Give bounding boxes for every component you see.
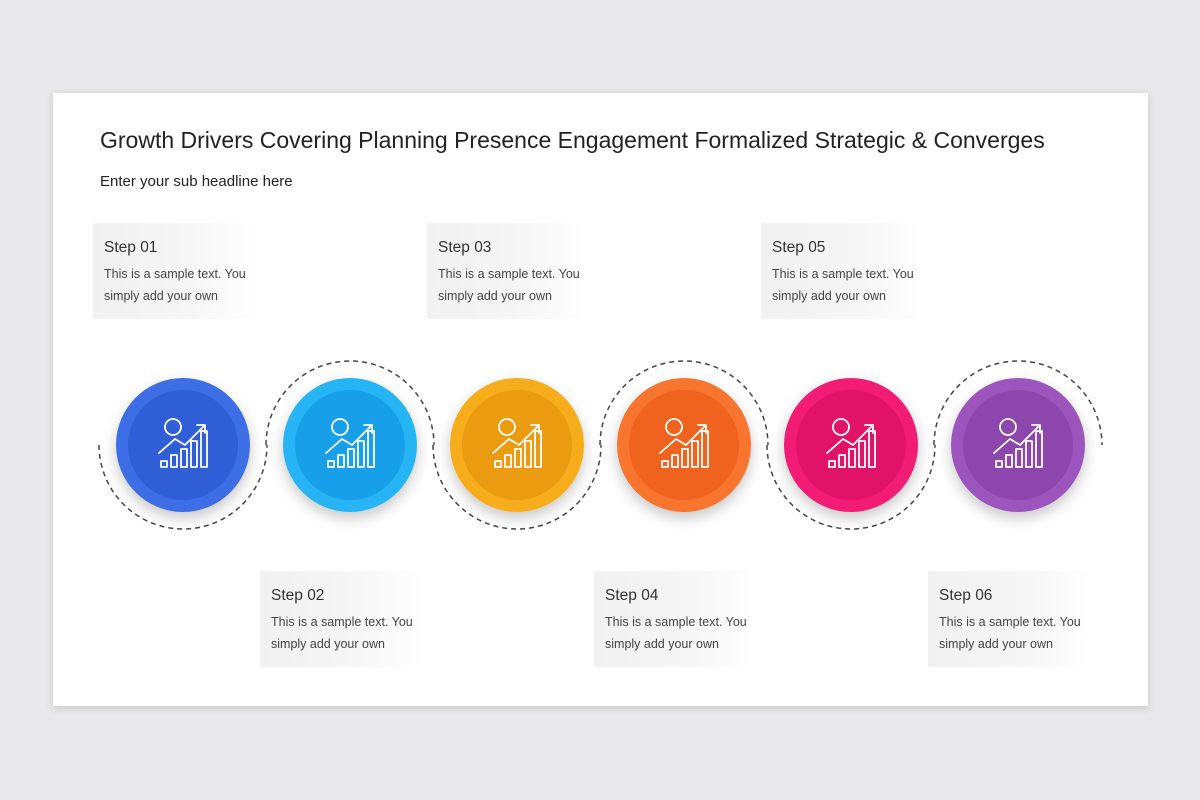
icon-bar (828, 460, 836, 468)
icon-bar (868, 430, 876, 468)
step-box: Step 06 This is a sample text. You simply… (928, 571, 1093, 667)
icon-bar (494, 460, 502, 468)
icon-bar (327, 460, 335, 468)
icon (158, 418, 208, 468)
circle-inner (629, 390, 739, 500)
dashed-arc (599, 360, 769, 446)
icon-bar (160, 460, 168, 468)
step-text: This is a sample text. You simply add yo… (271, 615, 413, 651)
icon-coin (999, 418, 1017, 436)
step-text: This is a sample text. You simply add yo… (939, 615, 1081, 651)
icon-arrow (826, 424, 874, 454)
circle-inner (796, 390, 906, 500)
icon-bar (514, 448, 522, 468)
icon-bar (1025, 440, 1033, 468)
step-text: This is a sample text. You simply add yo… (438, 267, 580, 303)
icon-bar (504, 454, 512, 468)
step-title: Step 01 (104, 239, 158, 256)
step-box: Step 03 This is a sample text. You simply… (427, 223, 592, 319)
icon-coin (331, 418, 349, 436)
icon-coin (164, 418, 182, 436)
icon-bar (858, 440, 866, 468)
icon (826, 418, 876, 468)
circle-inner (295, 390, 405, 500)
dashed-arc (766, 444, 936, 530)
icon-bar (367, 430, 375, 468)
step-title: Step 06 (939, 587, 993, 604)
step-text: This is a sample text. You simply add yo… (104, 267, 246, 303)
icon-bar (838, 454, 846, 468)
step-box: Step 04 This is a sample text. You simply… (594, 571, 759, 667)
icon-bar (671, 454, 679, 468)
step-text: This is a sample text. You simply add yo… (772, 267, 914, 303)
step-title: Step 05 (772, 239, 826, 256)
icon-bar (347, 448, 355, 468)
icon-bar (848, 448, 856, 468)
icon (659, 418, 709, 468)
icon-coin (665, 418, 683, 436)
title: Growth Drivers Covering Planning Presenc… (100, 127, 1045, 153)
dashed-arc (432, 444, 602, 530)
step-title: Step 04 (605, 587, 659, 604)
circle-inner (462, 390, 572, 500)
step-box: Step 05 This is a sample text. You simply… (761, 223, 926, 319)
icon (993, 418, 1043, 468)
icon-bar (1015, 448, 1023, 468)
dashed-arc (265, 360, 435, 446)
icon-bar (691, 440, 699, 468)
icon-bar (170, 454, 178, 468)
icon-bar (524, 440, 532, 468)
subtitle: Enter your sub headline here (100, 173, 293, 190)
icon (492, 418, 542, 468)
dashed-arc (933, 360, 1103, 446)
icon-bar (534, 430, 542, 468)
icon-bar (200, 430, 208, 468)
icon-arrow (492, 424, 540, 454)
step-box: Step 02 This is a sample text. You simply… (260, 571, 425, 667)
step-text: This is a sample text. You simply add yo… (605, 615, 747, 651)
icon-bar (190, 440, 198, 468)
icon-bar (701, 430, 709, 468)
icon-bar (1005, 454, 1013, 468)
icon-bar (357, 440, 365, 468)
icon-arrow (993, 424, 1041, 454)
icon-arrow (659, 424, 707, 454)
step-title: Step 03 (438, 239, 492, 256)
circle-inner (963, 390, 1073, 500)
step-title: Step 02 (271, 587, 325, 604)
icon-coin (832, 418, 850, 436)
icon-bar (661, 460, 669, 468)
icon-bar (180, 448, 188, 468)
icon-bar (1035, 430, 1043, 468)
icon-arrow (325, 424, 373, 454)
icon-bar (681, 448, 689, 468)
step-box: Step 01 This is a sample text. You simply… (93, 223, 258, 319)
icon (325, 418, 375, 468)
dashed-arc (98, 444, 268, 530)
icon-bar (995, 460, 1003, 468)
circle-inner (128, 390, 238, 500)
icon-bar (337, 454, 345, 468)
icon-coin (498, 418, 516, 436)
icon-arrow (158, 424, 206, 454)
